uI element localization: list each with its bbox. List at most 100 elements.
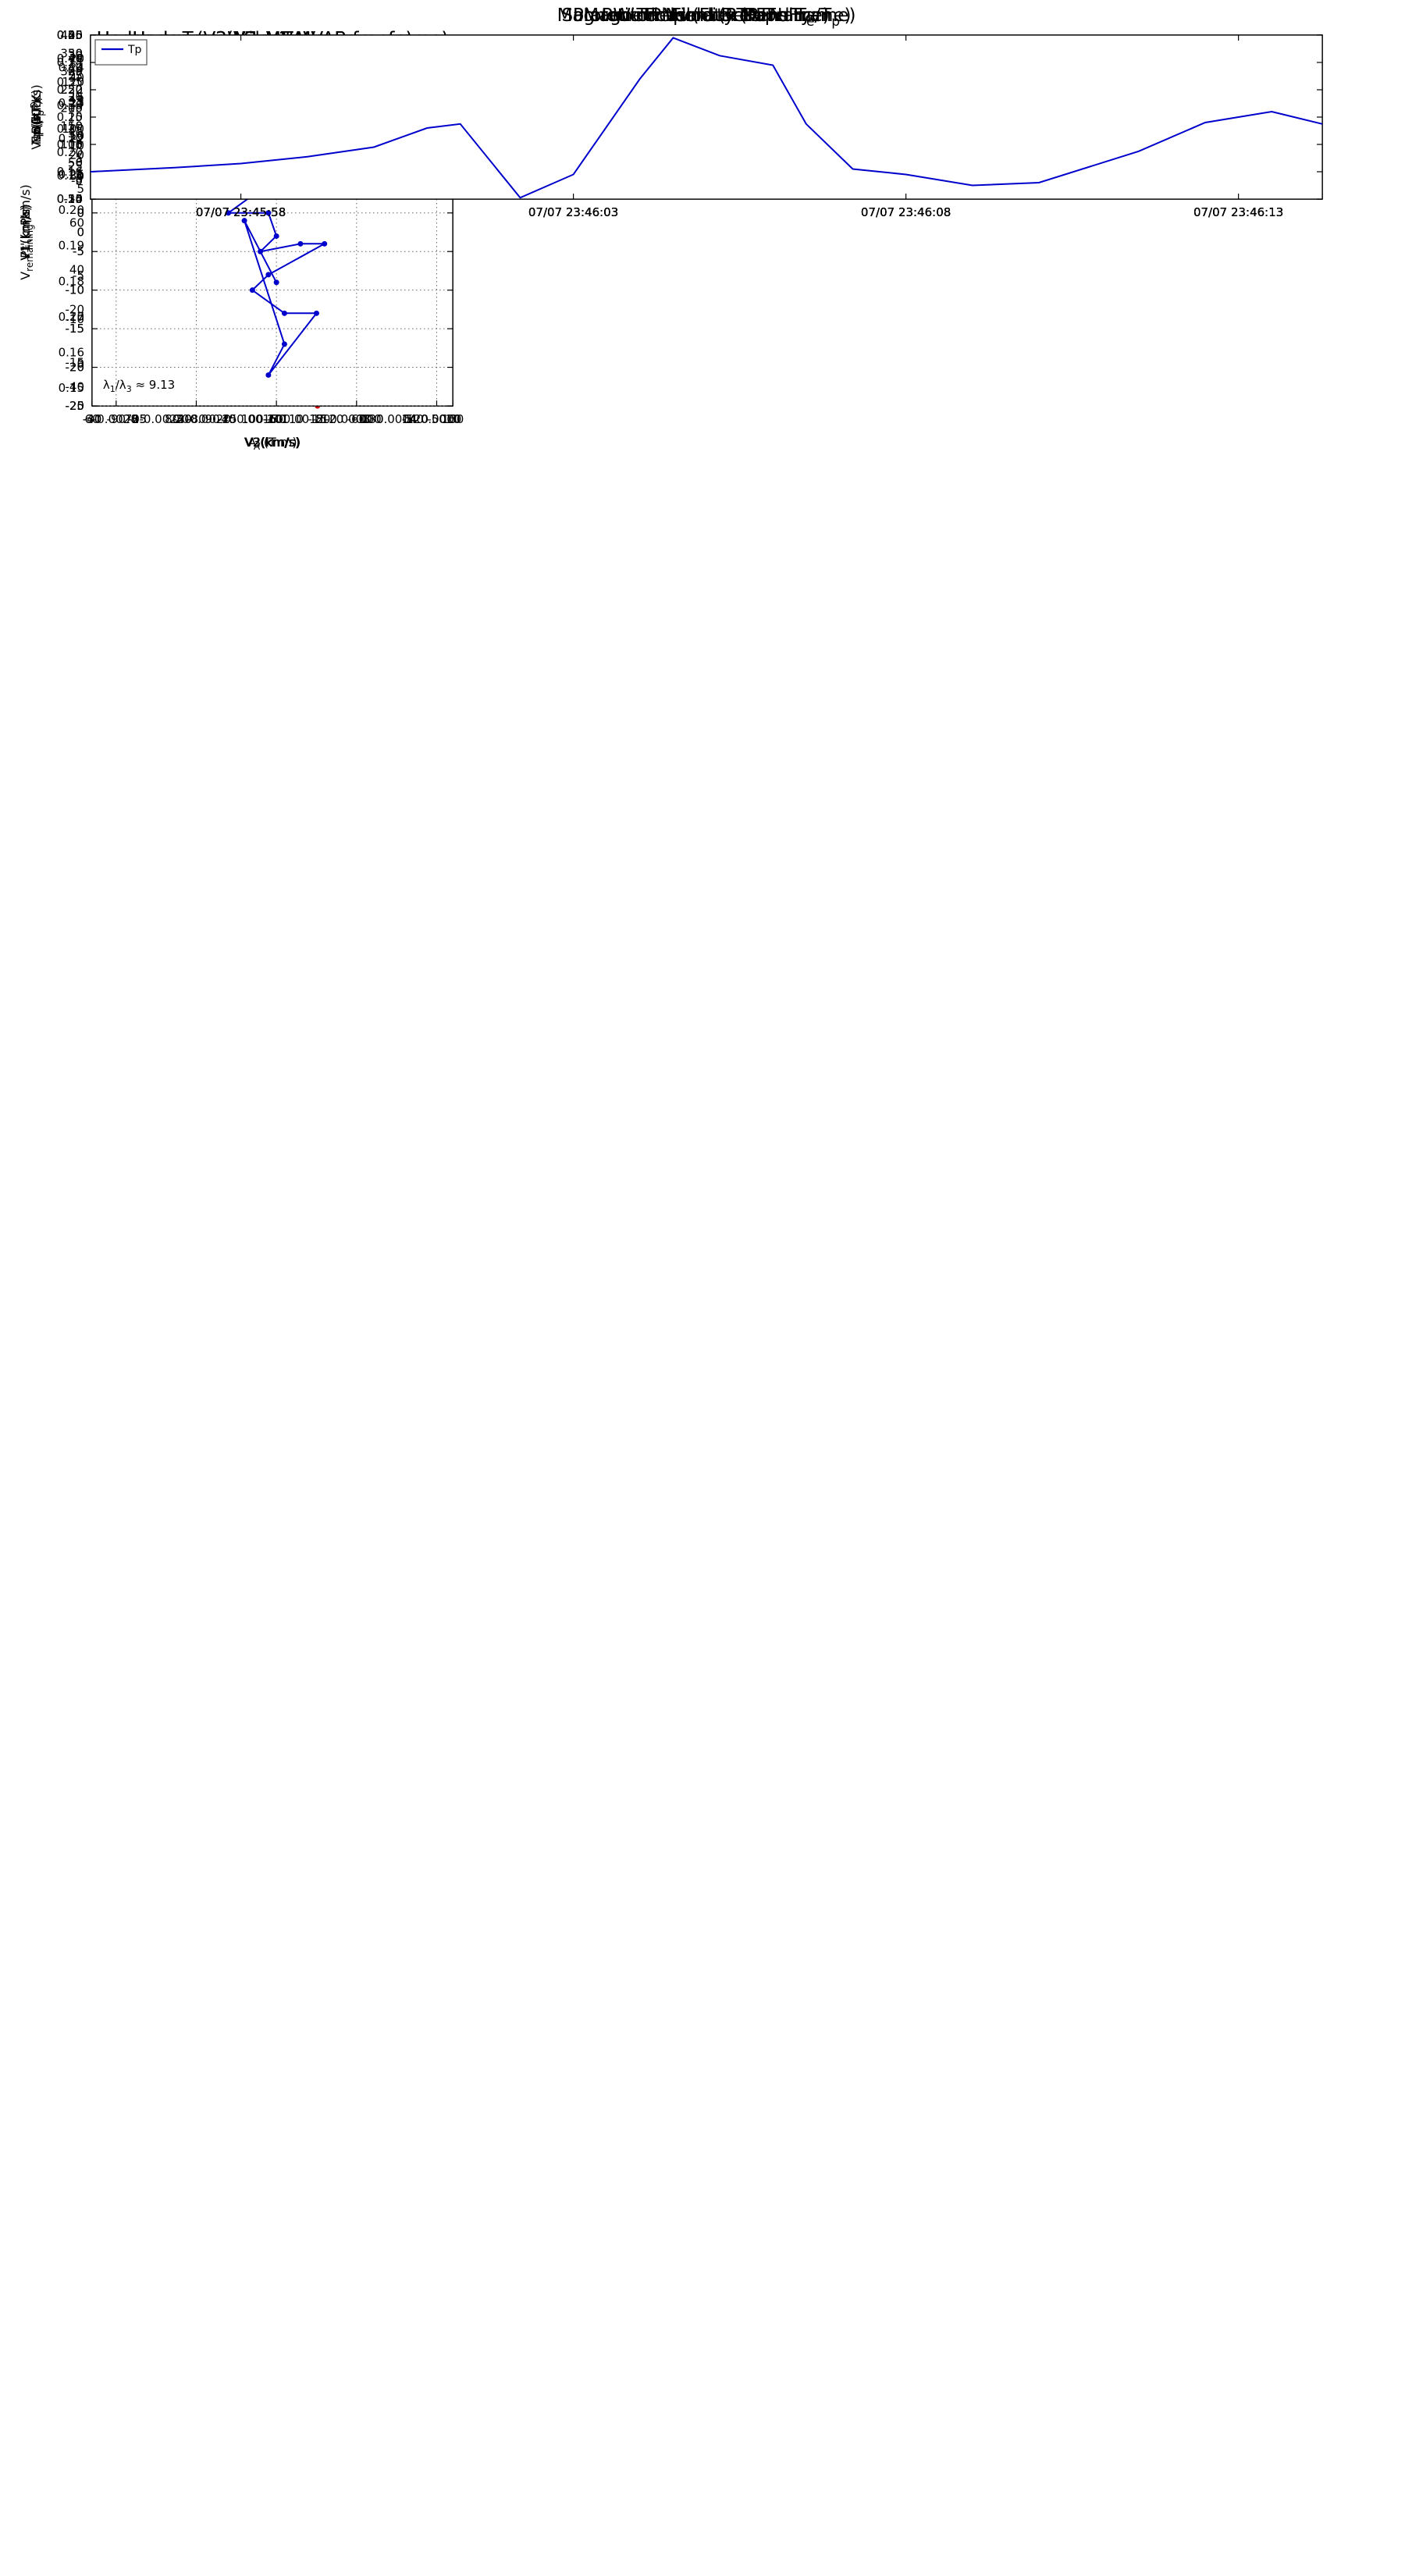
svg-text:60: 60 — [84, 412, 99, 426]
svg-text:120: 120 — [322, 412, 344, 426]
svg-text:-50: -50 — [427, 412, 446, 426]
svg-text:-10: -10 — [64, 192, 84, 206]
svg-text:0.18: 0.18 — [59, 274, 84, 288]
svg-text:0: 0 — [76, 206, 84, 220]
svg-text:0.15: 0.15 — [57, 169, 83, 183]
svg-text:100: 100 — [241, 412, 264, 426]
svg-text:-30: -30 — [83, 412, 102, 426]
svg-text:-15: -15 — [66, 322, 85, 336]
svg-text:-60: -60 — [347, 412, 367, 426]
svg-text:Tp: Tp — [127, 44, 142, 56]
svg-text:10: 10 — [445, 412, 460, 426]
svg-text:Magnetic Field (RTN Frame): Magnetic Field (RTN Frame) — [583, 5, 830, 26]
svg-text:0.18: 0.18 — [57, 137, 83, 151]
svg-text:Proton Temperature and Te/Tp: Proton Temperature and Te/Tp — [573, 5, 840, 30]
svg-text:100: 100 — [62, 122, 84, 136]
svg-text:0.0000: 0.0000 — [421, 412, 462, 426]
svg-text:0.45: 0.45 — [57, 28, 83, 42]
svg-text:15: 15 — [69, 90, 84, 104]
svg-text:0: 0 — [359, 412, 367, 426]
svg-text:80: 80 — [315, 412, 330, 426]
svg-text:110: 110 — [281, 412, 304, 426]
svg-text:βp: βp — [29, 110, 46, 124]
svg-text:-25: -25 — [218, 412, 237, 426]
svg-text:0.10: 0.10 — [57, 192, 83, 206]
svg-text:0.26: 0.26 — [57, 28, 83, 42]
svg-text:20: 20 — [68, 83, 83, 97]
svg-text:Pt' (nPa): Pt' (nPa) — [18, 206, 33, 258]
svg-text:120: 120 — [406, 412, 429, 426]
svg-text:0: 0 — [449, 412, 457, 426]
svg-text:0.24: 0.24 — [59, 60, 84, 74]
svg-text:07/07 23:46:03: 07/07 23:46:03 — [528, 205, 618, 219]
svg-text:35: 35 — [68, 94, 83, 108]
svg-text:-20: -20 — [263, 412, 283, 426]
svg-text:-20: -20 — [173, 412, 192, 426]
svg-text:07/07 23:46:08: 07/07 23:46:08 — [861, 205, 951, 219]
svg-text:V2(km/s): V2(km/s) — [244, 435, 301, 450]
svg-text:25: 25 — [68, 69, 83, 84]
svg-text:80: 80 — [69, 169, 84, 183]
svg-text:5: 5 — [75, 137, 83, 151]
svg-text:0.16: 0.16 — [57, 165, 83, 179]
svg-text:70: 70 — [125, 412, 140, 426]
svg-text:-15: -15 — [66, 322, 85, 336]
svg-text:Proton Number Density: Proton Number Density — [602, 5, 812, 26]
svg-text:07/07 23:45:58: 07/07 23:45:58 — [196, 205, 286, 219]
svg-text:0.25: 0.25 — [57, 122, 83, 136]
svg-text:50: 50 — [68, 155, 83, 169]
svg-text:80: 80 — [165, 412, 180, 426]
svg-text:-20: -20 — [66, 361, 85, 375]
svg-text:0.14: 0.14 — [57, 192, 83, 206]
svg-text:15: 15 — [69, 90, 84, 104]
svg-text:0: 0 — [75, 155, 83, 169]
svg-text:20: 20 — [69, 52, 84, 66]
svg-text:07/07 23:46:03: 07/07 23:46:03 — [528, 205, 618, 219]
svg-text:A' (T·m): A' (T·m) — [247, 435, 297, 450]
svg-text:-10: -10 — [66, 283, 85, 297]
svg-text:15: 15 — [69, 95, 84, 109]
svg-text:07/07 23:46:13: 07/07 23:46:13 — [1193, 205, 1283, 219]
svg-text:20: 20 — [174, 412, 189, 426]
svg-text:Magnetic Field (Flux Rope Fram: Magnetic Field (Flux Rope Frame) — [557, 5, 856, 26]
svg-text:60: 60 — [269, 412, 283, 426]
svg-text:V2(km/s): V2(km/s) — [244, 435, 301, 450]
svg-text:-25: -25 — [66, 399, 85, 413]
svg-text:90: 90 — [205, 412, 219, 426]
svg-text:5: 5 — [76, 167, 84, 181]
svg-text:Solar Wind Velocity (RTN Frame: Solar Wind Velocity (RTN Frame) — [561, 5, 851, 26]
svg-text:-15: -15 — [218, 412, 237, 426]
svg-text:-0.0028: -0.0028 — [93, 412, 138, 426]
svg-text:λ1/λ3 ≈ 9.13: λ1/λ3 ≈ 9.13 — [103, 378, 175, 394]
svg-text:30: 30 — [68, 126, 83, 141]
svg-text:0: 0 — [76, 206, 84, 220]
svg-text:-5: -5 — [311, 412, 323, 426]
svg-text:15: 15 — [68, 110, 83, 124]
svg-text:-15: -15 — [308, 412, 328, 426]
svg-text:VA(km/s): VA(km/s) — [245, 435, 300, 452]
svg-text:07/07 23:46:13: 07/07 23:46:13 — [1193, 205, 1283, 219]
svg-text:-20: -20 — [66, 302, 85, 316]
svg-text:07/07 23:45:58: 07/07 23:45:58 — [196, 205, 286, 219]
proton-temperature-svg: Proton Temperature and Te/Tp 07/07 23:45:… — [29, 5, 1323, 219]
svg-text:V1(km/s): V1(km/s) — [18, 204, 33, 260]
svg-text:-5: -5 — [402, 412, 414, 426]
svg-text:B(nT): B(nT) — [29, 100, 44, 133]
panel-proton-temperature: Proton Temperature and Te/Tp 07/07 23:45:… — [0, 0, 1405, 242]
svg-text:-10: -10 — [263, 412, 283, 426]
svg-text:25: 25 — [68, 65, 83, 79]
svg-text:5: 5 — [76, 167, 84, 181]
svg-text:07/07 23:46:13: 07/07 23:46:13 — [1193, 205, 1283, 219]
svg-text:07/07 23:46:13: 07/07 23:46:13 — [1193, 205, 1283, 219]
svg-text:200: 200 — [60, 101, 83, 115]
svg-text:V1(km/s): V1(km/s) — [18, 204, 33, 260]
svg-text:140: 140 — [401, 412, 424, 426]
svg-text:V3(km/s): V3(km/s) — [244, 435, 301, 450]
svg-text:07/07 23:46:08: 07/07 23:46:08 — [861, 205, 951, 219]
svg-text:35: 35 — [68, 28, 83, 42]
svg-text:V1(km/s): V1(km/s) — [18, 204, 33, 260]
svg-text:10: 10 — [68, 130, 83, 144]
svg-text:15: 15 — [68, 101, 83, 115]
svg-text:0.40: 0.40 — [57, 52, 83, 66]
